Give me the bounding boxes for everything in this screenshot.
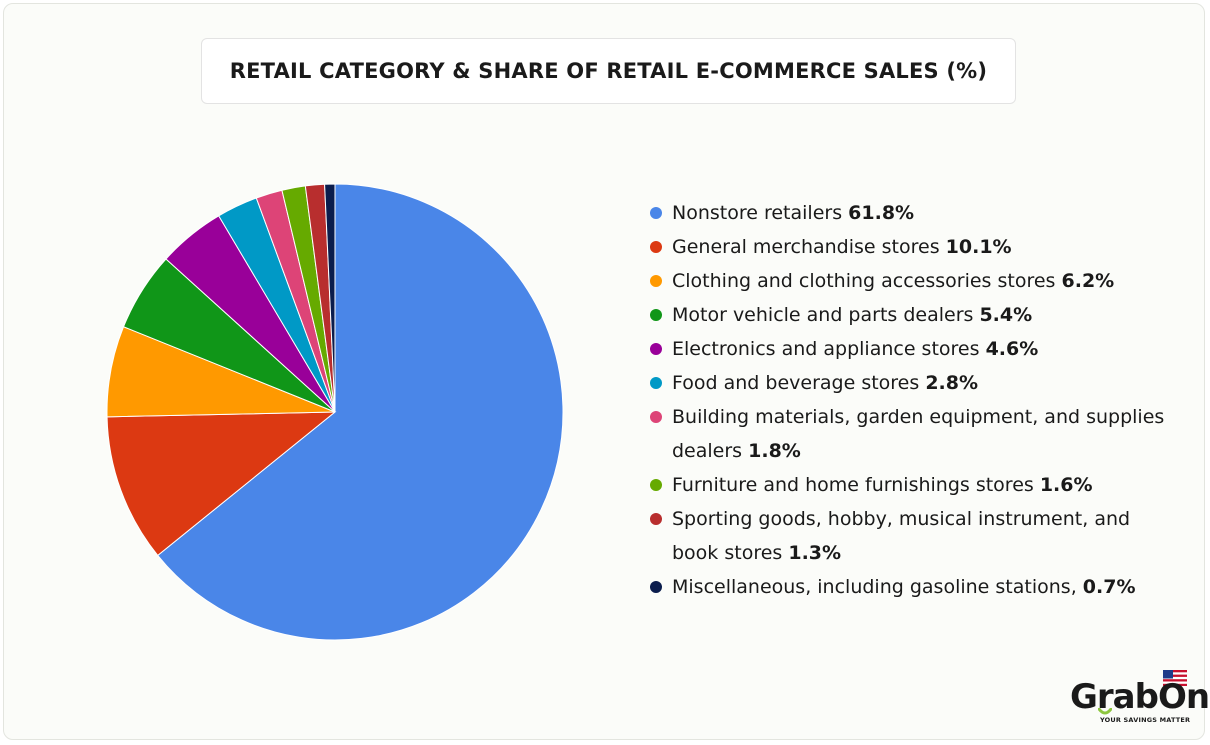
legend-item: Nonstore retailers 61.8% xyxy=(650,196,1170,230)
grabon-logo: GrabOn YOUR SAVINGS MATTER xyxy=(1068,668,1210,728)
legend-label: Food and beverage stores xyxy=(672,372,926,394)
chart-legend: Nonstore retailers 61.8% General merchand… xyxy=(650,196,1170,604)
legend-item: Building materials, garden equipment, an… xyxy=(650,400,1170,468)
legend-item: Motor vehicle and parts dealers 5.4% xyxy=(650,298,1170,332)
legend-label: Clothing and clothing accessories stores xyxy=(672,270,1062,292)
legend-value: 2.8% xyxy=(925,372,979,394)
legend-label: Motor vehicle and parts dealers xyxy=(672,304,980,326)
legend-color-dot xyxy=(650,309,662,321)
legend-value: 1.6% xyxy=(1039,474,1093,496)
legend-color-dot xyxy=(650,411,662,423)
legend-value: 10.1% xyxy=(945,236,1012,258)
pie-slice-1 xyxy=(106,411,337,557)
legend-item: Clothing and clothing accessories stores… xyxy=(650,264,1170,298)
legend-label: General merchandise stores xyxy=(672,236,946,258)
legend-item: Miscellaneous, including gasoline statio… xyxy=(650,570,1170,604)
legend-item: Electronics and appliance stores 4.6% xyxy=(650,332,1170,366)
legend-color-dot xyxy=(650,513,662,525)
legend-color-dot xyxy=(650,377,662,389)
legend-label: Furniture and home furnishings stores xyxy=(672,474,1040,496)
legend-color-dot xyxy=(650,275,662,287)
legend-label: Miscellaneous, including gasoline statio… xyxy=(672,576,1083,598)
legend-value: 6.2% xyxy=(1061,270,1115,292)
legend-item: General merchandise stores 10.1% xyxy=(650,230,1170,264)
legend-label: Electronics and appliance stores xyxy=(672,338,986,360)
pie-chart xyxy=(106,183,564,641)
legend-item: Furniture and home furnishings stores 1.… xyxy=(650,468,1170,502)
legend-color-dot xyxy=(650,343,662,355)
chart-title-box: RETAIL CATEGORY & SHARE OF RETAIL E-COMM… xyxy=(201,38,1016,104)
legend-label: Sporting goods, hobby, musical instrumen… xyxy=(672,508,1131,564)
legend-label: Nonstore retailers xyxy=(672,202,849,224)
chart-title: RETAIL CATEGORY & SHARE OF RETAIL E-COMM… xyxy=(229,59,988,83)
legend-color-dot xyxy=(650,479,662,491)
logo-wordmark: GrabOn xyxy=(1070,677,1210,717)
legend-color-dot xyxy=(650,207,662,219)
legend-label: Building materials, garden equipment, an… xyxy=(672,406,1165,462)
legend-color-dot xyxy=(650,241,662,253)
legend-item: Food and beverage stores 2.8% xyxy=(650,366,1170,400)
logo-tagline: YOUR SAVINGS MATTER xyxy=(1100,716,1191,724)
legend-value: 61.8% xyxy=(848,202,915,224)
legend-item: Sporting goods, hobby, musical instrumen… xyxy=(650,502,1170,570)
legend-value: 0.7% xyxy=(1082,576,1136,598)
legend-value: 4.6% xyxy=(985,338,1039,360)
pie-slice-0 xyxy=(157,183,564,641)
logo-smile-icon xyxy=(1098,708,1112,715)
us-flag-icon xyxy=(1163,670,1187,686)
legend-value: 5.4% xyxy=(979,304,1033,326)
pie-slice-9 xyxy=(324,183,336,413)
legend-color-dot xyxy=(650,581,662,593)
legend-value: 1.3% xyxy=(788,542,842,564)
legend-value: 1.8% xyxy=(748,440,801,462)
